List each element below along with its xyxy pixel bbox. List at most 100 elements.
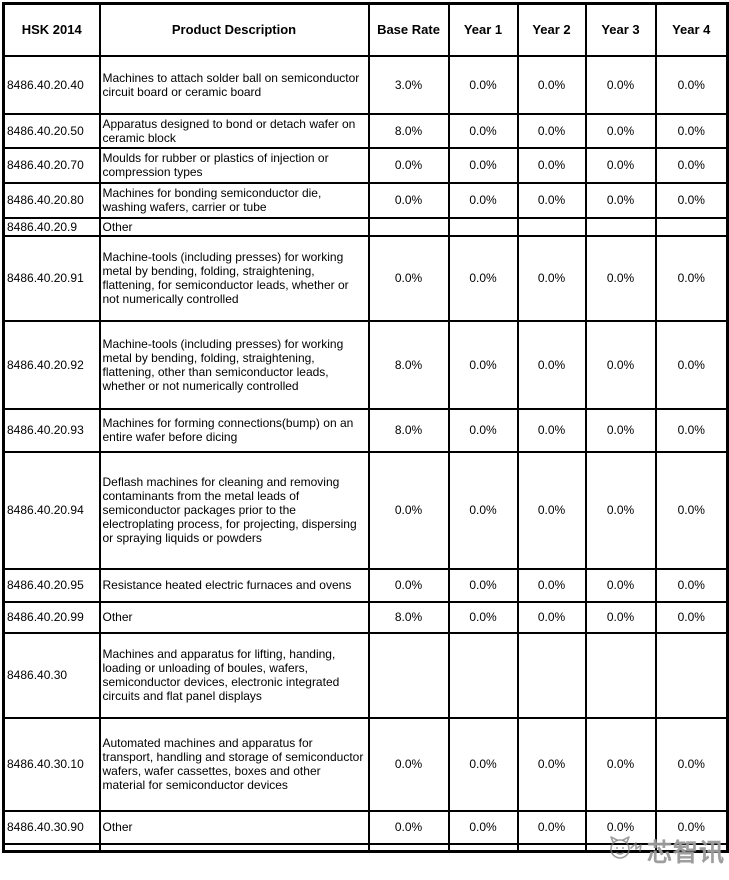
tariff-table: HSK 2014 Product Description Base Rate Y… — [2, 2, 729, 853]
base-rate-cell: 0.0% — [367, 716, 450, 812]
col-header-year-3: Year 3 — [584, 2, 657, 57]
col-header-year-2: Year 2 — [516, 2, 587, 57]
year-2-rate-cell — [516, 631, 587, 719]
col-header-year-1: Year 1 — [447, 2, 519, 57]
hsk-code-cell: 8486.40.20.99 — [2, 600, 101, 634]
table-row: 8486.40.30.10 Automated machines and app… — [2, 716, 729, 812]
year-3-rate-cell: 0.0% — [584, 809, 657, 845]
year-4-rate-cell: 0.0% — [654, 407, 729, 453]
year-2-rate-cell: 0.0% — [516, 809, 587, 845]
col-header-year-4: Year 4 — [654, 2, 729, 57]
product-description-cell: Other — [98, 216, 370, 237]
year-2-rate-cell: 0.0% — [516, 716, 587, 812]
base-rate-cell — [367, 842, 450, 853]
hsk-code-cell: 8486.40.20.91 — [2, 234, 101, 322]
year-1-rate-cell: 0.0% — [447, 146, 519, 184]
year-1-rate-cell: 0.0% — [447, 407, 519, 453]
year-2-rate-cell: 0.0% — [516, 181, 587, 219]
year-3-rate-cell: 0.0% — [584, 407, 657, 453]
product-description-cell: Machines for forming connections(bump) o… — [98, 407, 370, 453]
product-description-cell: Machine-tools (including presses) for wo… — [98, 319, 370, 410]
year-2-rate-cell: 0.0% — [516, 234, 587, 322]
year-1-rate-cell: 0.0% — [447, 319, 519, 410]
year-1-rate-cell: 0.0% — [447, 234, 519, 322]
year-3-rate-cell: 0.0% — [584, 716, 657, 812]
year-2-rate-cell: 0.0% — [516, 319, 587, 410]
base-rate-cell: 0.0% — [367, 234, 450, 322]
year-1-rate-cell: 0.0% — [447, 809, 519, 845]
year-3-rate-cell: 0.0% — [584, 600, 657, 634]
table-row: 8486.40.30.90 Other 0.0% 0.0% 0.0% 0.0% … — [2, 809, 729, 845]
hsk-code-cell: 8486.40.20.94 — [2, 450, 101, 570]
col-header-hsk-2014: HSK 2014 — [2, 2, 101, 57]
year-4-rate-cell: 0.0% — [654, 146, 729, 184]
year-1-rate-cell: 0.0% — [447, 716, 519, 812]
table-row: 8486.40.30 Machines and apparatus for li… — [2, 631, 729, 719]
base-rate-cell: 0.0% — [367, 450, 450, 570]
base-rate-cell: 0.0% — [367, 567, 450, 603]
base-rate-cell: 0.0% — [367, 146, 450, 184]
year-3-rate-cell: 0.0% — [584, 146, 657, 184]
table-row: 8486.40.20.40 Machines to attach solder … — [2, 54, 729, 115]
year-4-rate-cell — [654, 631, 729, 719]
year-4-rate-cell: 0.0% — [654, 809, 729, 845]
hsk-code-cell: 8486.40.20.40 — [2, 54, 101, 115]
table-row: 8486.40.20.99 Other 8.0% 0.0% 0.0% 0.0% … — [2, 600, 729, 634]
col-header-product-description: Product Description — [98, 2, 370, 57]
year-3-rate-cell: 0.0% — [584, 319, 657, 410]
table-row: 8486.40.20.70 Moulds for rubber or plast… — [2, 146, 729, 184]
year-2-rate-cell: 0.0% — [516, 450, 587, 570]
year-2-rate-cell: 0.0% — [516, 112, 587, 149]
base-rate-cell — [367, 631, 450, 719]
table-row: 8486.40.20.95 Resistance heated electric… — [2, 567, 729, 603]
year-2-rate-cell: 0.0% — [516, 567, 587, 603]
base-rate-cell: 8.0% — [367, 319, 450, 410]
year-3-rate-cell — [584, 216, 657, 237]
year-2-rate-cell: 0.0% — [516, 600, 587, 634]
year-3-rate-cell — [584, 631, 657, 719]
year-2-rate-cell: 0.0% — [516, 146, 587, 184]
base-rate-cell: 8.0% — [367, 407, 450, 453]
year-4-rate-cell: 0.0% — [654, 600, 729, 634]
year-3-rate-cell: 0.0% — [584, 54, 657, 115]
year-3-rate-cell: 0.0% — [584, 112, 657, 149]
col-header-base-rate: Base Rate — [367, 2, 450, 57]
year-4-rate-cell: 0.0% — [654, 716, 729, 812]
year-2-rate-cell — [516, 842, 587, 853]
year-4-rate-cell — [654, 842, 729, 853]
year-4-rate-cell: 0.0% — [654, 319, 729, 410]
cutoff-row — [2, 842, 729, 853]
product-description-cell — [98, 842, 370, 853]
hsk-code-cell: 8486.40.30.10 — [2, 716, 101, 812]
product-description-cell: Machine-tools (including presses) for wo… — [98, 234, 370, 322]
hsk-code-cell: 8486.40.30.90 — [2, 809, 101, 845]
table-row: 8486.40.20.94 Deflash machines for clean… — [2, 450, 729, 570]
hsk-code-cell: 8486.40.20.50 — [2, 112, 101, 149]
year-3-rate-cell — [584, 842, 657, 853]
year-3-rate-cell: 0.0% — [584, 181, 657, 219]
table-row: 8486.40.20.80 Machines for bonding semic… — [2, 181, 729, 219]
hsk-code-cell: 8486.40.20.95 — [2, 567, 101, 603]
table-row: 8486.40.20.91 Machine-tools (including p… — [2, 234, 729, 322]
year-4-rate-cell: 0.0% — [654, 567, 729, 603]
year-1-rate-cell: 0.0% — [447, 600, 519, 634]
product-description-cell: Machines and apparatus for lifting, hand… — [98, 631, 370, 719]
year-2-rate-cell: 0.0% — [516, 407, 587, 453]
year-1-rate-cell — [447, 842, 519, 853]
base-rate-cell: 0.0% — [367, 181, 450, 219]
product-description-cell: Machines for bonding semiconductor die, … — [98, 181, 370, 219]
hsk-code-cell: 8486.40.20.70 — [2, 146, 101, 184]
hsk-code-cell: 8486.40.20.80 — [2, 181, 101, 219]
year-1-rate-cell: 0.0% — [447, 112, 519, 149]
year-4-rate-cell: 0.0% — [654, 450, 729, 570]
year-1-rate-cell: 0.0% — [447, 181, 519, 219]
year-4-rate-cell — [654, 216, 729, 237]
product-description-cell: Automated machines and apparatus for tra… — [98, 716, 370, 812]
table-row: 8486.40.20.93 Machines for forming conne… — [2, 407, 729, 453]
year-1-rate-cell — [447, 216, 519, 237]
year-3-rate-cell: 0.0% — [584, 234, 657, 322]
base-rate-cell: 3.0% — [367, 54, 450, 115]
hsk-code-cell: 8486.40.30 — [2, 631, 101, 719]
hsk-code-cell: 8486.40.20.9 — [2, 216, 101, 237]
